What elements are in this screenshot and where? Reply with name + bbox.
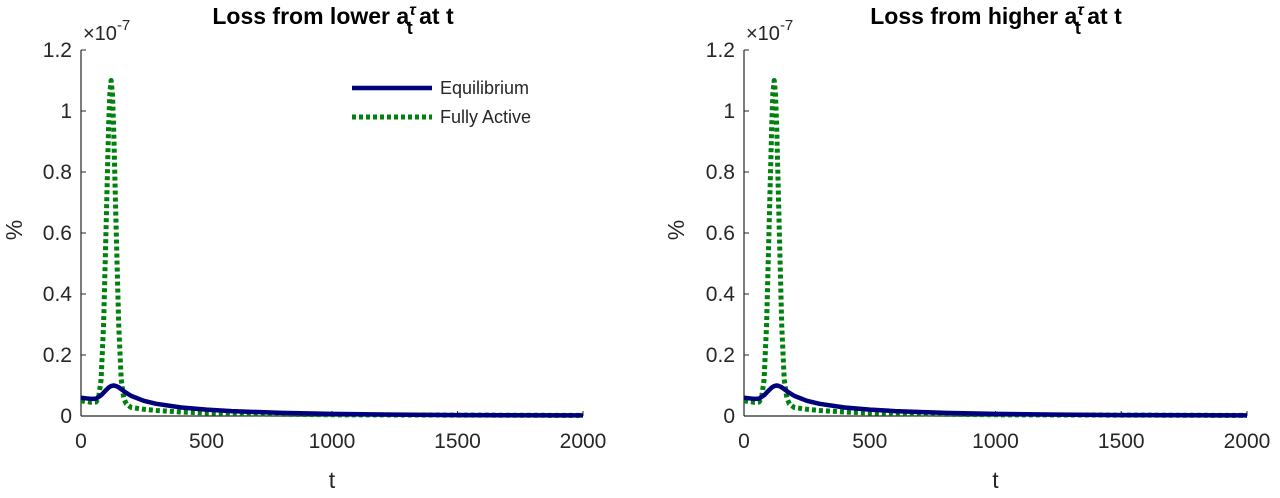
y-exponent-label: ×10-7	[83, 17, 130, 45]
x-tick-label: 500	[189, 430, 224, 453]
legend-label: Equilibrium	[440, 78, 529, 98]
series-line-equilibrium	[80, 383, 584, 418]
y-exponent-power: -7	[117, 17, 130, 34]
chart-title-suffix: at t	[1081, 3, 1122, 29]
legend-label: Fully Active	[440, 107, 531, 127]
legend: Equilibrium Fully Active	[352, 78, 531, 127]
y-axis-label: %	[1, 220, 27, 240]
y-tick-label: 1.2	[706, 39, 735, 62]
chart-title-suffix: at t	[413, 3, 454, 29]
y-exponent-prefix: ×10	[746, 23, 780, 45]
x-axis-label: t	[329, 467, 336, 493]
chart-title-subscript: t	[1075, 18, 1081, 38]
y-tick-label: 0	[723, 405, 735, 428]
x-tick-label: 1000	[309, 430, 356, 453]
chart-title-superscript: τ	[409, 2, 417, 19]
x-tick-label: 1500	[434, 430, 481, 453]
y-tick-label: 0.6	[706, 222, 735, 245]
y-tick-label: 0.4	[706, 283, 736, 306]
chart-title-base: a	[396, 3, 409, 29]
y-axis-label: %	[663, 220, 689, 240]
chart-title-subscript: t	[407, 18, 413, 38]
series-line-equilibrium	[743, 383, 1248, 418]
chart-title-main: Loss from higher	[870, 3, 1064, 29]
y-tick-label: 1.2	[43, 39, 72, 62]
x-tick-label: 0	[738, 430, 750, 453]
y-tick-label: 0.6	[43, 222, 72, 245]
y-tick-label: 0.4	[43, 283, 73, 306]
right-chart-panel: Loss from higher aτ t at t×10-700.20.40.6…	[663, 2, 1270, 493]
y-tick-label: 0.2	[706, 344, 735, 367]
y-tick-label: 0.8	[43, 161, 72, 184]
y-exponent-prefix: ×10	[83, 23, 117, 45]
chart-title-superscript: τ	[1077, 2, 1085, 19]
y-tick-label: 1	[60, 100, 72, 123]
series-line-fully-active	[743, 78, 1248, 418]
chart-title-base: a	[1065, 3, 1078, 29]
y-exponent-power: -7	[780, 17, 793, 34]
y-exponent-label: ×10-7	[746, 17, 793, 45]
y-tick-label: 0.8	[706, 161, 735, 184]
x-axis-label: t	[992, 467, 999, 493]
chart-title: Loss from lower aτ t at t	[212, 2, 454, 38]
x-tick-label: 0	[75, 430, 87, 453]
x-tick-label: 1000	[972, 430, 1019, 453]
chart-title-main: Loss from lower	[212, 3, 396, 29]
series-line-fully-active	[80, 78, 584, 418]
y-tick-label: 0	[60, 405, 72, 428]
y-tick-label: 0.2	[43, 344, 72, 367]
x-tick-label: 2000	[1224, 430, 1271, 453]
x-tick-label: 2000	[560, 430, 607, 453]
y-tick-label: 1	[723, 100, 735, 123]
chart-title: Loss from higher aτ t at t	[870, 2, 1122, 38]
x-tick-label: 1500	[1098, 430, 1145, 453]
left-chart-panel: Loss from lower aτ t at t×10-700.20.40.60…	[1, 2, 606, 493]
x-tick-label: 500	[852, 430, 887, 453]
